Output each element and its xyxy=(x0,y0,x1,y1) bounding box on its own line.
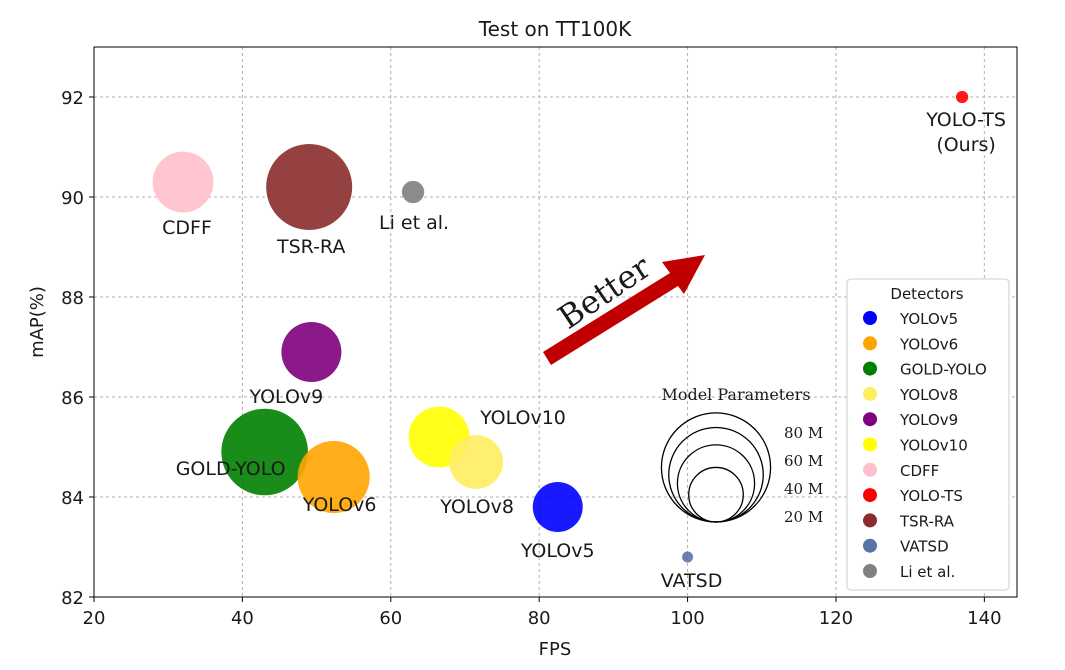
point-label: VATSD xyxy=(661,570,723,592)
y-tick-label: 86 xyxy=(61,388,84,409)
legend-marker xyxy=(863,513,877,528)
size-legend-label: 80 M xyxy=(784,424,823,442)
size-legend-circle xyxy=(676,444,756,523)
x-tick-label: 40 xyxy=(231,608,254,629)
x-tick-label: 80 xyxy=(528,608,551,629)
point-label: CDFF xyxy=(162,217,212,239)
x-tick-label: 100 xyxy=(670,608,704,629)
legend-box xyxy=(846,278,1010,591)
point-label: YOLOv8 xyxy=(439,496,514,518)
size-legend: Model Parameters 80 M 60 M 40 M 20 M xyxy=(660,385,823,526)
x-tick-label: 20 xyxy=(83,608,106,629)
size-legend-circle xyxy=(688,466,744,523)
size-legend-label: 20 M xyxy=(784,508,823,526)
legend-entry-label: TSR-RA xyxy=(899,512,955,530)
point-label: YOLOv5 xyxy=(520,540,595,562)
point-vatsd xyxy=(682,551,694,563)
point-li-et-al- xyxy=(401,180,425,204)
y-tick-label: 84 xyxy=(61,488,84,509)
legend-marker xyxy=(863,437,877,452)
size-legend-title: Model Parameters xyxy=(661,385,810,404)
size-legend-label: 40 M xyxy=(784,480,823,498)
point-cdff xyxy=(152,151,214,213)
legend-entry-label: VATSD xyxy=(900,538,949,556)
point-labels: YOLOv5 YOLOv6 GOLD-YOLO YOLOv8 YOLOv9 YOLOv10… xyxy=(162,109,1006,592)
point-label: GOLD-YOLO xyxy=(176,458,286,480)
chart-title: Test on TT100K xyxy=(478,17,632,41)
bubbles xyxy=(152,90,969,563)
size-legend-label: 60 M xyxy=(784,452,823,470)
legend-marker xyxy=(863,311,877,325)
point-label: (Ours) xyxy=(936,134,996,156)
legend-entry-label: YOLOv10 xyxy=(899,437,968,455)
legend-entry-label: YOLO-TS xyxy=(899,487,963,505)
x-axis-label: FPS xyxy=(539,639,572,660)
legend-marker xyxy=(863,386,877,401)
point-yolov5 xyxy=(532,482,583,532)
legend-marker xyxy=(863,564,877,578)
point-label: YOLO-TS xyxy=(925,109,1006,131)
better-arrow-icon xyxy=(543,255,705,365)
point-label: YOLOv10 xyxy=(479,407,566,429)
point-gold-yolo xyxy=(221,408,308,496)
point-label: TSR-RA xyxy=(276,236,345,258)
point-yolov6 xyxy=(297,440,370,514)
legend-entry-label: CDFF xyxy=(900,462,939,480)
legend-marker xyxy=(863,488,877,503)
point-label: YOLOv9 xyxy=(249,386,324,408)
legend-marker xyxy=(863,538,877,553)
legend-entry-label: YOLOv8 xyxy=(899,386,958,404)
legend-title: Detectors xyxy=(890,285,963,303)
y-tick-label: 92 xyxy=(61,88,84,109)
y-axis: 82 84 86 88 90 92 xyxy=(61,88,94,609)
x-tick-label: 60 xyxy=(379,608,402,629)
y-tick-label: 82 xyxy=(61,588,84,609)
legend-entry-label: YOLOv5 xyxy=(899,310,958,328)
legend-entry-label: Li et al. xyxy=(900,563,955,581)
point-yolo-ts xyxy=(955,90,969,104)
y-tick-label: 88 xyxy=(61,288,84,309)
legend: Detectors YOLOv5 YOLOv6 GOLD-YOLO YOLOv8 YOL… xyxy=(846,278,1010,591)
x-tick-label: 140 xyxy=(967,608,1001,629)
point-label: Li et al. xyxy=(379,212,449,234)
point-yolov8 xyxy=(449,435,504,489)
x-axis: 20 40 60 80 100 120 140 xyxy=(83,597,1002,629)
better-annotation: Better xyxy=(543,247,705,365)
x-tick-label: 120 xyxy=(819,608,853,629)
size-legend-circle xyxy=(668,426,764,523)
point-label: YOLOv6 xyxy=(302,494,377,516)
legend-marker xyxy=(863,336,877,351)
point-tsr-ra xyxy=(266,143,353,231)
point-yolov9 xyxy=(281,322,342,382)
legend-entry-label: YOLOv9 xyxy=(899,411,958,429)
plot-frame xyxy=(93,46,1018,598)
legend-entry-label: GOLD-YOLO xyxy=(900,361,987,379)
legend-marker xyxy=(863,361,877,376)
legend-entry-label: YOLOv6 xyxy=(899,335,958,353)
legend-marker xyxy=(863,462,877,477)
y-axis-label: mAP(%) xyxy=(27,286,48,358)
legend-marker xyxy=(863,412,877,427)
y-tick-label: 90 xyxy=(61,188,84,209)
